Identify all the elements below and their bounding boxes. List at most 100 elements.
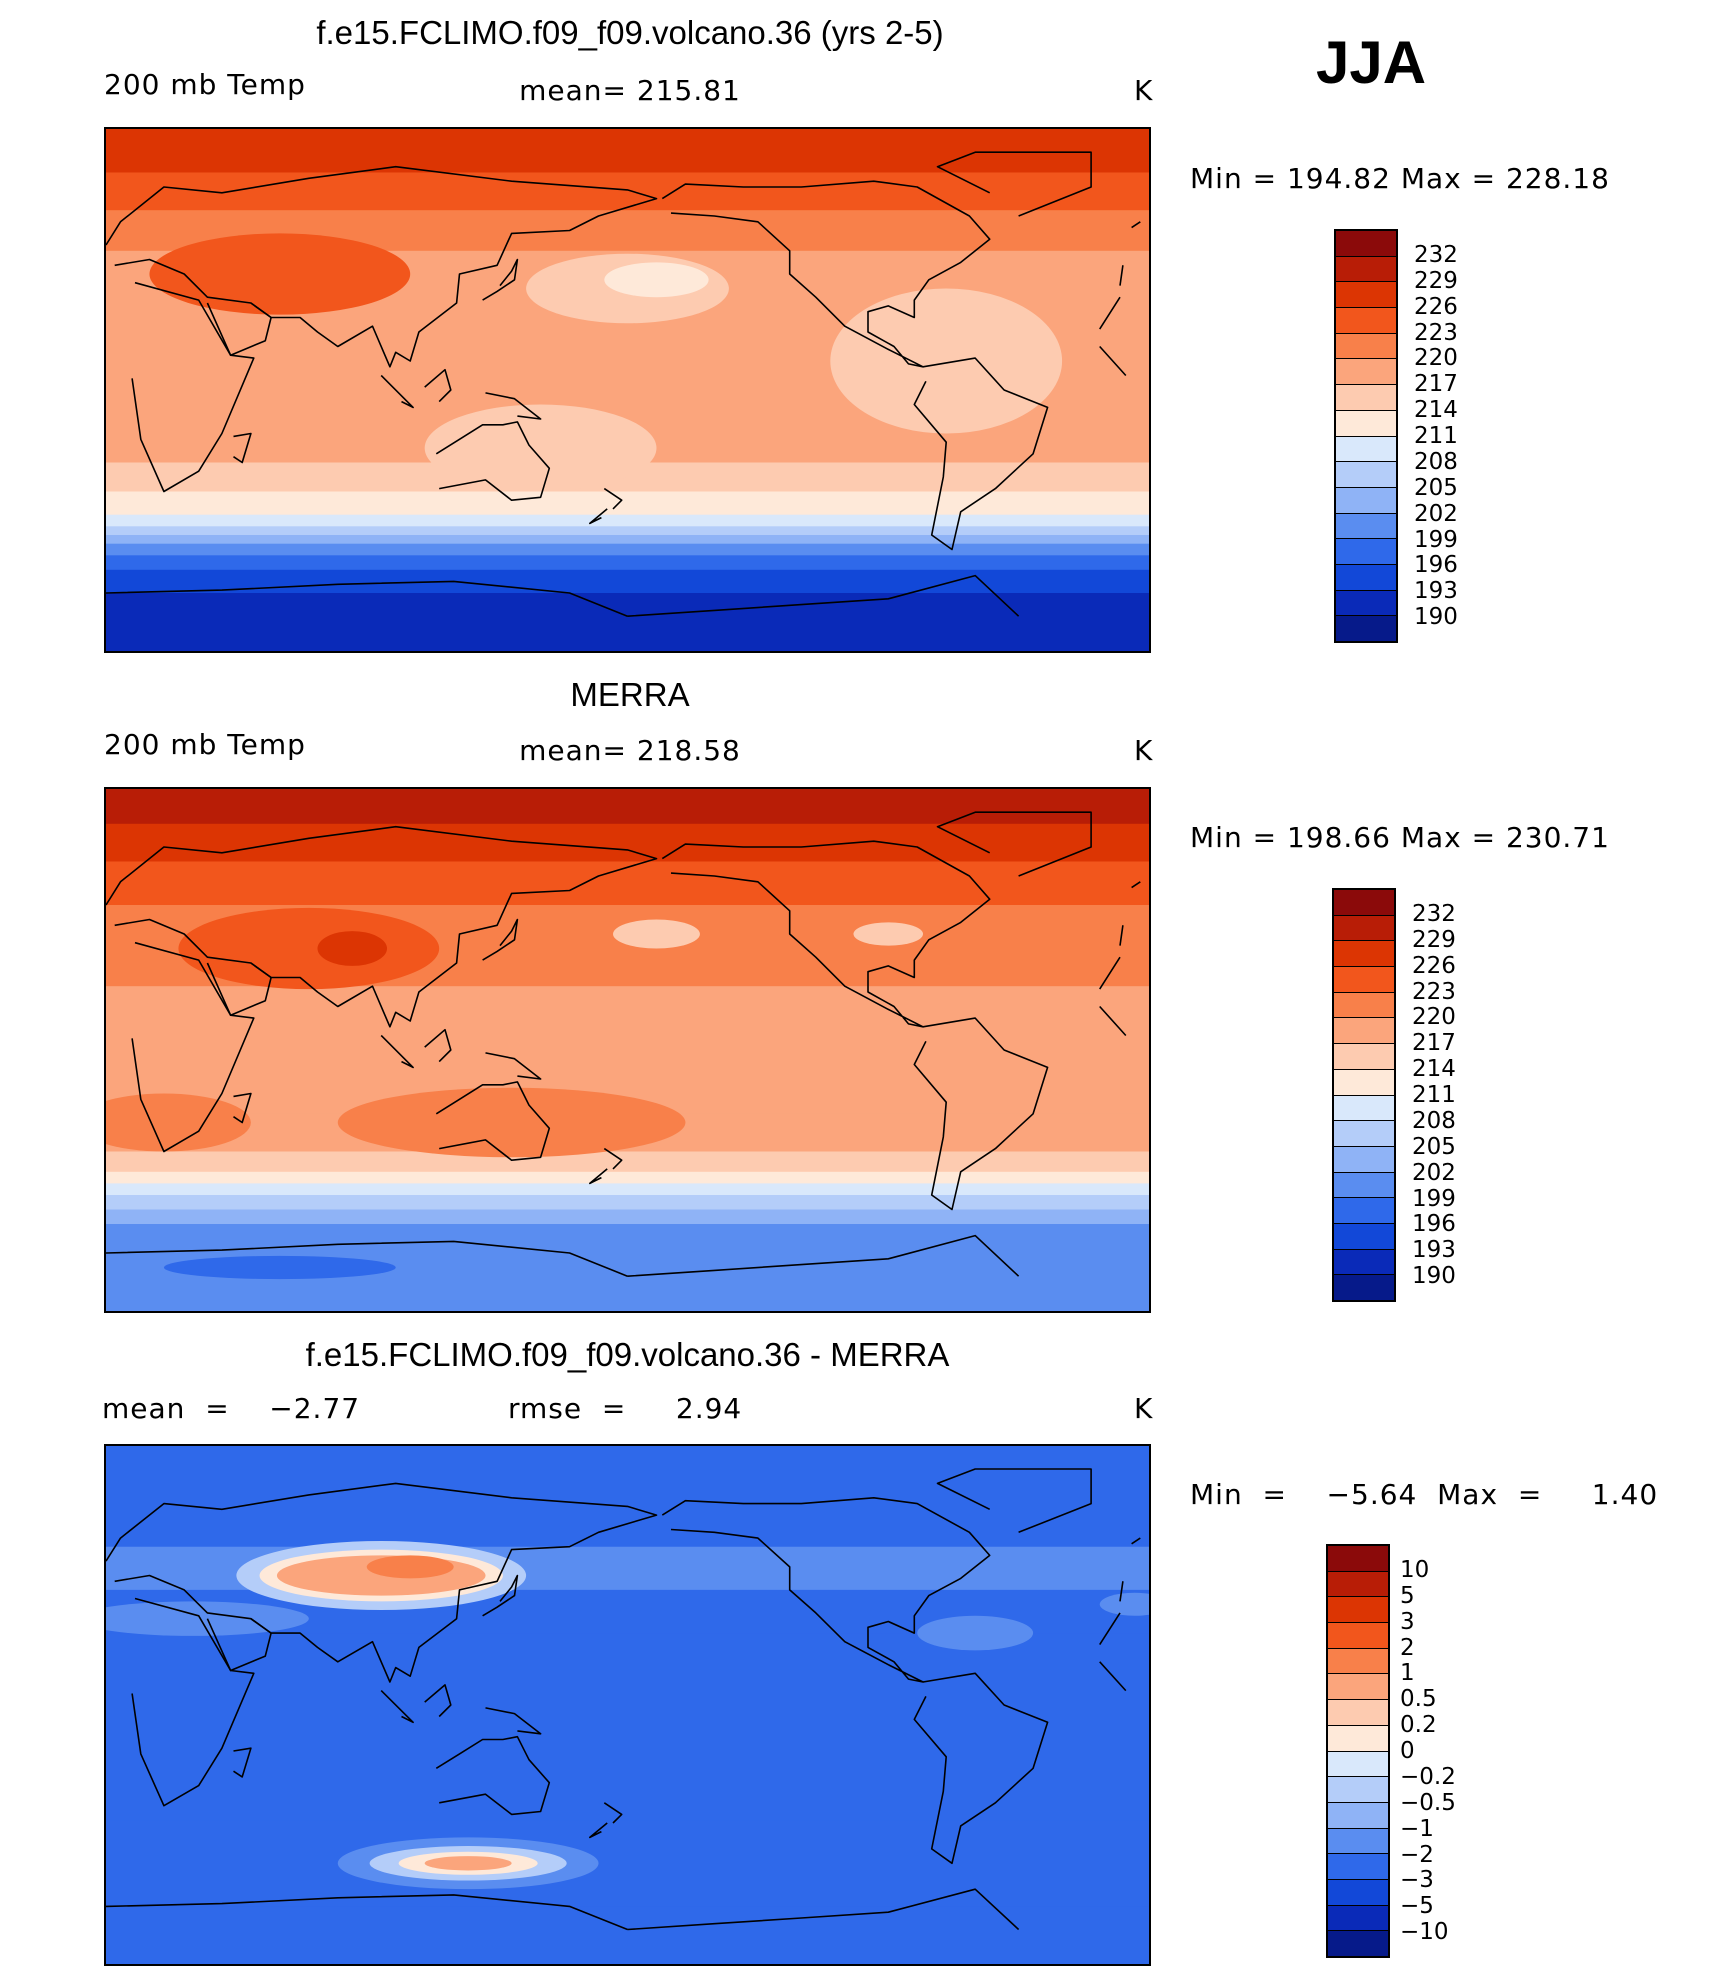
colorbar-tick-label: 232 xyxy=(1412,900,1456,927)
colorbar-tick-label: 208 xyxy=(1412,1107,1456,1134)
minmax-label: Min = −5.64 Max = 1.40 xyxy=(1190,1478,1659,1511)
coastline xyxy=(233,1747,252,1778)
coastline xyxy=(936,811,1092,877)
coastline xyxy=(380,1690,414,1724)
coastline xyxy=(106,580,628,617)
colorbar-swatch xyxy=(1328,1546,1388,1572)
colorbar-tick-label: −1 xyxy=(1400,1815,1434,1842)
colorbar-swatch xyxy=(1336,436,1396,463)
colorbar-labels: 232 229 226 223 220 217 214 211 208 205 202 199 196 1… xyxy=(1412,888,1532,1302)
mean-label: mean= 215.81 xyxy=(519,74,741,107)
contour-blob xyxy=(163,1255,396,1280)
colorbar-tick-label: 196 xyxy=(1414,552,1458,579)
colorbar-swatch xyxy=(1336,308,1396,334)
colorbar-swatch xyxy=(1336,256,1396,283)
colorbar-swatch xyxy=(1336,410,1396,437)
units-label: K xyxy=(1134,1392,1154,1425)
colorbar-swatch xyxy=(1334,941,1394,968)
coastline xyxy=(603,1147,623,1170)
colorbar-tick-label: 229 xyxy=(1414,267,1458,294)
contour-band xyxy=(106,1209,1149,1225)
contour-blob xyxy=(1099,1592,1149,1616)
colorbar-swatch xyxy=(1336,590,1396,617)
colorbar-tick-label: −10 xyxy=(1400,1919,1449,1946)
coastline xyxy=(913,1672,1049,1865)
coastline xyxy=(1099,345,1127,377)
contour-band xyxy=(106,543,1149,557)
colorbar-tick-label: −0.2 xyxy=(1400,1763,1456,1790)
colorbar-swatch xyxy=(1328,1905,1388,1932)
contour-band xyxy=(106,514,1149,528)
contour-blob xyxy=(604,262,709,298)
colorbar-swatch xyxy=(1328,1674,1388,1701)
contour-band xyxy=(106,1446,1149,1548)
contour-band xyxy=(106,1195,1149,1211)
colorbar-swatch xyxy=(1328,1854,1388,1880)
colorbar-swatch xyxy=(1336,359,1396,386)
coastline xyxy=(588,508,608,525)
mean-label: mean= 218.58 xyxy=(519,734,741,767)
colorbar-swatch xyxy=(1336,513,1396,540)
coastline xyxy=(424,1684,452,1718)
colorbar-swatch xyxy=(1336,564,1396,591)
map-canvas xyxy=(106,129,1149,651)
colorbar-swatch xyxy=(1328,1828,1388,1855)
colorbar-swatch xyxy=(1328,1597,1388,1624)
colorbar-tick-label: 193 xyxy=(1414,578,1458,605)
panel-title: f.e15.FCLIMO.f09_f09.volcano.36 (yrs 2-5… xyxy=(316,14,944,51)
coastline xyxy=(936,1468,1092,1534)
colorbar-swatch xyxy=(1336,385,1396,411)
colorbar-tick-label: 2 xyxy=(1400,1634,1415,1661)
rmse-label: rmse = 2.94 xyxy=(508,1392,743,1425)
contour-blob xyxy=(106,1601,309,1636)
colorbar-swatch xyxy=(1334,967,1394,993)
coastline xyxy=(1131,1537,1141,1545)
colorbar-tick-label: 0.2 xyxy=(1400,1712,1437,1739)
colorbar-swatch xyxy=(1334,1249,1394,1276)
contour-band xyxy=(106,491,1149,516)
coastline xyxy=(913,1017,1049,1211)
colorbar-tick-label: 0 xyxy=(1400,1738,1415,1764)
colorbar-swatch xyxy=(1328,1623,1388,1649)
map-canvas xyxy=(106,789,1149,1311)
colorbar-tick-label: 0.5 xyxy=(1400,1686,1437,1713)
coastline xyxy=(1099,1612,1121,1646)
colorbar-tick-label: 10 xyxy=(1400,1556,1430,1583)
contour-band xyxy=(106,1633,1149,1822)
coastline xyxy=(485,1707,542,1735)
minmax-label: Min = 198.66 Max = 230.71 xyxy=(1190,821,1610,854)
coastline xyxy=(627,1888,1020,1931)
colorbar-swatch xyxy=(1334,915,1394,942)
coastline xyxy=(106,1240,628,1277)
coastline xyxy=(131,1597,255,1807)
colorbar-swatch xyxy=(1328,1879,1388,1906)
colorbar-tick-label: 190 xyxy=(1414,604,1458,631)
coastline xyxy=(1131,221,1141,229)
contour-blob xyxy=(613,919,700,949)
coastline xyxy=(1099,1005,1127,1037)
colorbar-swatch xyxy=(1328,1700,1388,1726)
colorbar-tick-label: 205 xyxy=(1414,474,1458,501)
coastline xyxy=(1099,956,1121,990)
coastline xyxy=(380,1034,414,1069)
panel-title: f.e15.FCLIMO.f09_f09.volcano.36 - MERRA xyxy=(305,1336,950,1373)
contour-band xyxy=(106,535,1149,545)
coastline xyxy=(913,357,1049,551)
contour-blob xyxy=(178,907,440,990)
colorbar-swatch xyxy=(1334,1018,1394,1045)
colorbar-swatch xyxy=(1328,1725,1388,1752)
colorbar-swatch xyxy=(1336,231,1396,257)
contour-band xyxy=(106,555,1149,571)
colorbar-tick-label: 223 xyxy=(1414,319,1458,346)
colorbar-tick-label: 202 xyxy=(1414,500,1458,527)
colorbar-tick-label: 190 xyxy=(1412,1263,1456,1290)
coastline xyxy=(233,1092,252,1124)
colorbar-tick-label: 217 xyxy=(1412,1030,1456,1057)
coastline xyxy=(424,368,452,403)
field-label: 200 mb Temp xyxy=(104,68,306,101)
colorbar-swatch xyxy=(1336,539,1396,565)
contour-band xyxy=(106,1820,1149,1908)
colorbar-tick-label: 214 xyxy=(1412,1056,1456,1083)
colorbar-tick-label: −2 xyxy=(1400,1841,1434,1868)
coastline xyxy=(661,1496,991,1683)
